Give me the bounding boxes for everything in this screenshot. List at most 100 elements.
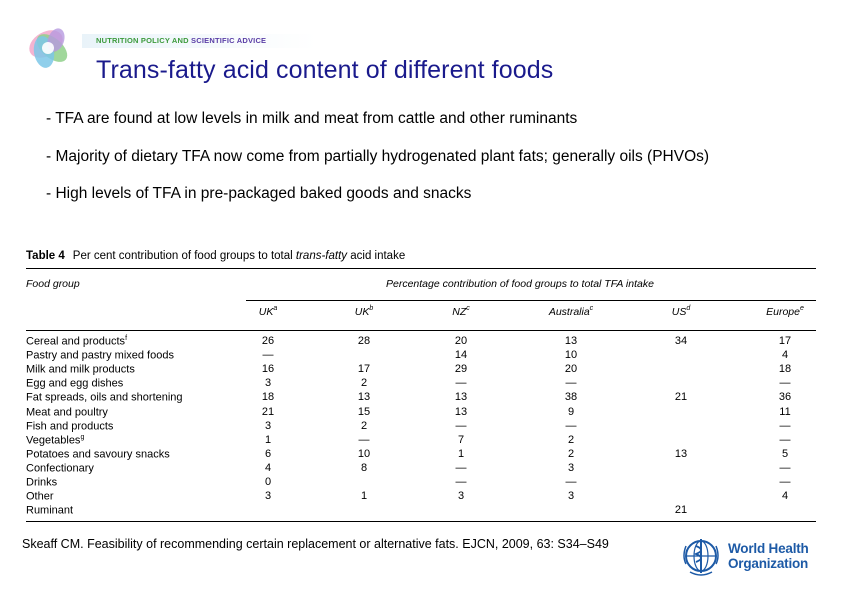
row-label-text: Egg and egg dishes <box>26 377 124 390</box>
table-cell: 1 <box>264 433 272 446</box>
table-caption: Table 4 Per cent contribution of food gro… <box>26 250 405 262</box>
table-cell: 21 <box>674 504 688 517</box>
column-header: UKa <box>259 305 278 318</box>
column-header-footnote: a <box>273 305 278 312</box>
table-cell: 13 <box>357 391 371 404</box>
table-cell: 17 <box>778 335 792 347</box>
banner-text-part1: NUTRITION POLICY AND <box>96 36 192 45</box>
column-header-name: UK <box>354 305 370 318</box>
table-cell: 0 <box>264 476 272 488</box>
column-header-name: US <box>671 305 687 318</box>
table-cell: — <box>262 349 274 362</box>
table-cell: — <box>779 419 791 432</box>
banner-text-part2: SCIENTIFIC ADVICE <box>191 36 267 45</box>
span-header-rule <box>246 300 816 301</box>
table-cell: — <box>358 433 370 446</box>
table-cell: 4 <box>781 490 789 503</box>
table-cell: — <box>455 419 467 432</box>
table-cell: 34 <box>674 335 688 347</box>
row-label-text: Drinks <box>26 476 58 489</box>
row-label-text: Fat spreads, oils and shortening <box>26 392 183 405</box>
row-label-text: Potatoes and savoury snacks <box>26 448 170 461</box>
column-header-name: NZ <box>452 305 467 318</box>
table-cell: — <box>779 461 791 474</box>
table-cell: 3 <box>567 461 575 474</box>
bullet-item: - TFA are found at low levels in milk an… <box>46 110 578 127</box>
table-cell: 29 <box>454 363 468 376</box>
table-cell: 18 <box>261 391 275 404</box>
row-label-text: Confectionary <box>26 462 94 475</box>
who-wordmark-line1: World Health <box>728 541 809 556</box>
row-label-text: Pastry and pastry mixed foods <box>26 349 174 362</box>
table-cell: 2 <box>567 447 575 460</box>
table-cell: 3 <box>264 377 272 390</box>
table-cell: 10 <box>564 349 578 362</box>
who-wordmark-line2: Organization <box>728 556 809 571</box>
table-cell: 38 <box>564 391 578 404</box>
table-cell: 3 <box>567 490 575 503</box>
table-label: Table 4 <box>26 250 65 262</box>
table-cell: — <box>565 377 577 390</box>
row-label-text: Other <box>26 490 54 503</box>
table-row-label: Fat spreads, oils and shortening <box>26 391 183 404</box>
column-header-name: Australia <box>548 305 590 318</box>
who-wordmark: World Health Organization <box>728 541 809 571</box>
table-cell: 13 <box>674 447 688 460</box>
policy-banner: NUTRITION POLICY AND SCIENTIFIC ADVICE <box>82 34 316 48</box>
column-header-name: Europe <box>766 305 800 318</box>
table-cell: 3 <box>264 490 272 503</box>
row-label-text: Fish and products <box>26 420 114 433</box>
caption-text-post: acid intake <box>347 250 406 262</box>
table-cell: 10 <box>357 447 371 460</box>
column-header-footnote: b <box>369 305 374 312</box>
table-cell: — <box>779 377 791 390</box>
table-cell: 1 <box>360 490 368 503</box>
table-cell: 26 <box>261 335 275 347</box>
table-row-label: Meat and poultry <box>26 406 108 419</box>
bullet-item: - Majority of dietary TFA now come from … <box>46 148 710 165</box>
table-cell: 13 <box>564 335 578 347</box>
table-cell: 28 <box>357 335 371 347</box>
table-cell: — <box>455 476 467 488</box>
caption-text-italic: trans-fatty <box>295 250 348 262</box>
who-logo: World Health Organization <box>680 536 830 580</box>
column-header: Australiac <box>549 305 593 318</box>
table-row-label: Other <box>26 490 54 503</box>
row-label-text: Milk and milk products <box>26 363 135 376</box>
column-header: UKb <box>355 305 374 318</box>
row-label-footnote: f <box>125 335 128 342</box>
table-cell: 20 <box>454 335 468 347</box>
table-cell: 8 <box>360 461 368 474</box>
table-cell: 17 <box>357 363 371 376</box>
table-cell: — <box>779 476 791 488</box>
table-cell: 4 <box>781 349 789 362</box>
table-row-label: Egg and egg dishes <box>26 377 123 390</box>
span-header: Percentage contribution of food groups t… <box>386 278 654 290</box>
table-cell: 11 <box>779 405 791 418</box>
table-cell: 21 <box>261 405 275 418</box>
table-cell: 2 <box>360 419 368 432</box>
who-emblem-icon <box>683 539 719 576</box>
column-header: NZc <box>452 305 470 318</box>
row-label-text: Cereal and products <box>26 335 126 348</box>
table-row-label: Confectionary <box>26 462 94 475</box>
column-header-footnote: c <box>466 305 470 312</box>
table-bottom-rule <box>26 521 816 522</box>
column-header-footnote: c <box>589 305 594 312</box>
table-cell: — <box>455 377 467 390</box>
table-cell: 7 <box>457 433 465 446</box>
table-cell: 14 <box>454 349 468 362</box>
table-row-label: Potatoes and savoury snacks <box>26 448 170 461</box>
citation: Skeaff CM. Feasibility of recommending c… <box>22 537 609 551</box>
row-label-footnote: g <box>80 433 85 441</box>
table-cell: — <box>565 419 577 432</box>
table-cell: 3 <box>264 419 272 432</box>
table-cell: 1 <box>457 447 465 460</box>
table-row-label: Vegetablesg <box>26 434 84 447</box>
table-cell: — <box>565 476 577 488</box>
column-header-footnote: d <box>686 305 691 312</box>
table-cell: 4 <box>264 461 272 474</box>
table-cell: 16 <box>261 363 275 376</box>
row-label-text: Meat and poultry <box>26 406 108 419</box>
table-cell: 36 <box>778 391 792 404</box>
